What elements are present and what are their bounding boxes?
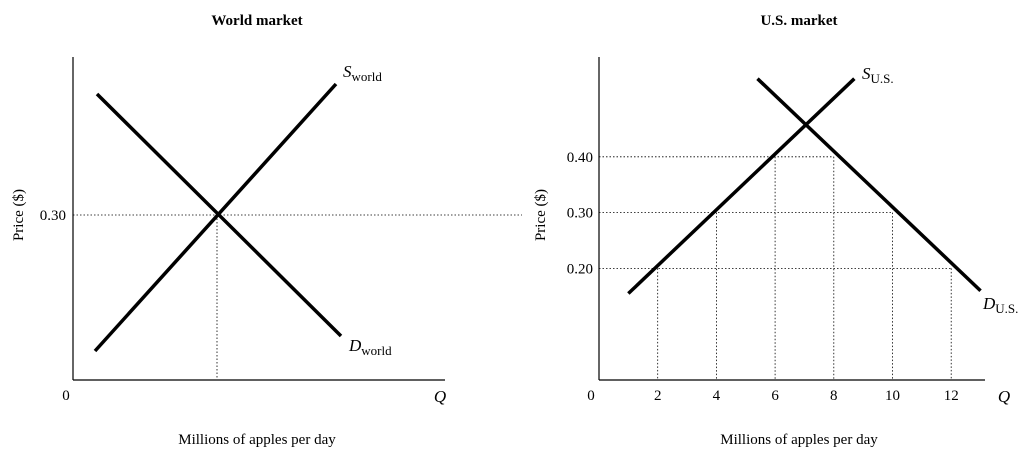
us-chart-title: U.S. market: [760, 13, 837, 29]
us-demand-curve: [756, 77, 982, 292]
us-x-axis-letter: Q: [998, 387, 1010, 406]
us-x-tick-label-2: 6: [771, 388, 779, 404]
us-market-panel: U.S. market 0 Q Price ($) Millions of ap…: [533, 13, 1018, 448]
us-supply-curve: [627, 77, 856, 295]
world-x-axis-label: Millions of apples per day: [178, 432, 336, 448]
us-y-tick-labels: 0.20 0.30 0.40: [567, 150, 593, 278]
us-curves: [627, 77, 982, 295]
us-x-tick-label-4: 10: [885, 388, 900, 404]
world-supply-label: Sworld: [343, 62, 382, 84]
world-chart-title: World market: [211, 13, 302, 29]
us-y-tick-label-1: 0.30: [567, 206, 593, 222]
us-x-tick-label-3: 8: [830, 388, 838, 404]
world-y-axis-label: Price ($): [11, 189, 27, 241]
world-demand-curve: [95, 92, 343, 338]
us-x-axis-label: Millions of apples per day: [720, 432, 878, 448]
us-x-tick-label-0: 2: [654, 388, 662, 404]
us-y-tick-label-2: 0.40: [567, 150, 593, 166]
us-x-tick-label-1: 4: [713, 388, 721, 404]
us-guide-lines: [599, 156, 952, 380]
us-y-tick-label-0: 0.20: [567, 261, 593, 277]
us-x-tick-labels: 2 4 6 8 10 12: [654, 388, 959, 404]
us-y-axis-label: Price ($): [533, 189, 549, 241]
us-x-tick-label-5: 12: [944, 388, 959, 404]
us-supply-label: SU.S.: [862, 64, 894, 86]
world-origin-label: 0: [62, 388, 70, 404]
world-x-axis-letter: Q: [434, 387, 446, 406]
world-supply-curve: [93, 82, 338, 353]
world-market-panel: World market 0 Q Price ($) Millions of a…: [11, 13, 522, 448]
world-demand-label: Dworld: [348, 336, 392, 358]
us-demand-label: DU.S.: [982, 294, 1018, 316]
us-origin-label: 0: [587, 388, 595, 404]
world-y-tick-label-0-30: 0.30: [40, 208, 66, 224]
